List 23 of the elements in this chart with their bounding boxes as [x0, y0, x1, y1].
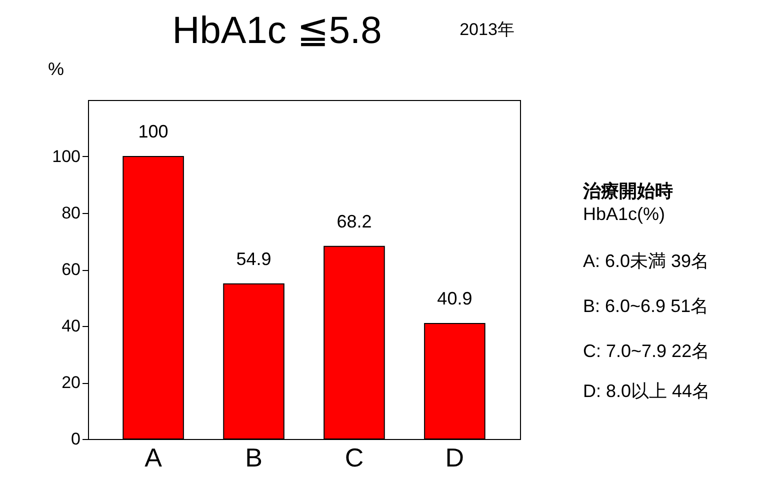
x-tick-label: B [245, 442, 262, 472]
y-axis-title: % [48, 59, 64, 79]
x-tick-label: A [144, 442, 163, 472]
data-label: 54.9 [236, 248, 272, 269]
y-tick-label: 60 [62, 260, 80, 279]
data-label: 40.9 [437, 288, 472, 308]
text: 治療開始時 [582, 181, 673, 201]
x-tick-label: C [344, 442, 364, 472]
text: HbA1c(%) [583, 204, 666, 224]
text: B: 6.0~6.9 51名 [583, 296, 709, 316]
chart-subtitle: 2013年 [460, 20, 514, 39]
y-tick-label: 100 [52, 147, 80, 166]
x-tick-label: D [445, 442, 464, 472]
y-tick-label: 0 [71, 430, 80, 448]
data-label: 68.2 [336, 211, 372, 232]
y-tick-label: 80 [62, 204, 80, 222]
chart-title: HbA1c ≦5.8 [172, 10, 382, 52]
y-tick-label: 20 [62, 373, 80, 392]
y-tick-label: 40 [62, 316, 80, 336]
text: C: 7.0~7.9 22名 [583, 341, 710, 361]
text: A: 6.0未満 39名 [583, 251, 710, 271]
data-label: 100 [138, 122, 168, 142]
text: D: 8.0以上 44名 [583, 381, 710, 401]
